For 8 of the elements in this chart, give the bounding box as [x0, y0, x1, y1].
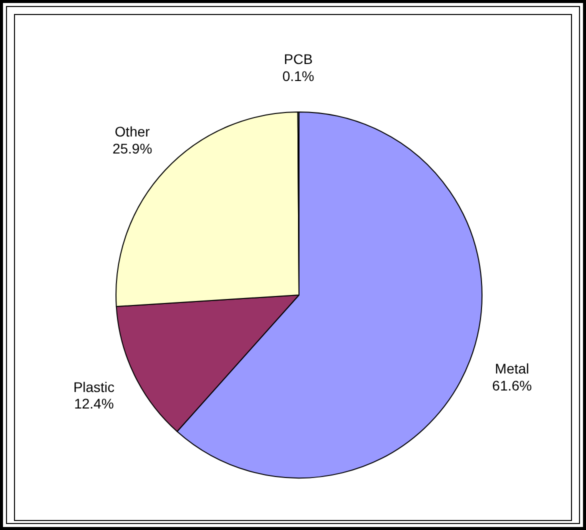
slice-label: Metal	[494, 360, 530, 376]
slice-label: Plastic	[73, 378, 115, 395]
slice-label: Other	[114, 124, 150, 140]
data-label: 0.1%	[282, 68, 314, 84]
data-label: 61.6%	[492, 377, 532, 394]
slice-label: PCB	[284, 51, 313, 68]
data-label: 12.4%	[74, 396, 114, 412]
data-label: 25.9%	[112, 140, 152, 156]
